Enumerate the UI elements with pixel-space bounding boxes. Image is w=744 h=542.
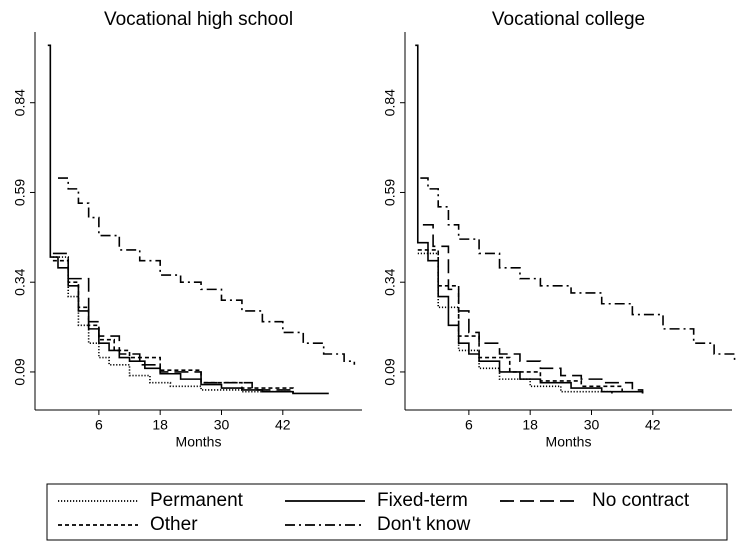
- survival-curve: [57, 177, 356, 365]
- legend-box: [46, 483, 728, 541]
- y-tick-label: 0.34: [382, 268, 398, 295]
- legend-label: Other: [150, 514, 198, 535]
- legend-label: Fixed-term: [377, 490, 468, 511]
- y-tick-label: 0.09: [382, 358, 398, 385]
- y-tick-label: 0.09: [12, 358, 28, 385]
- legend-label: Don't know: [377, 514, 471, 535]
- x-tick-label: 18: [152, 417, 168, 433]
- y-tick-label: 0.84: [382, 89, 398, 116]
- survival-curve: [417, 249, 623, 392]
- x-tick-label: 42: [275, 417, 291, 433]
- x-tick-label: 6: [95, 417, 103, 433]
- y-tick-label: 0.84: [12, 89, 28, 116]
- survival-curve: [52, 259, 294, 394]
- x-tick-label: 30: [584, 417, 600, 433]
- y-tick-label: 0.34: [12, 268, 28, 295]
- x-axis-label: Months: [546, 434, 592, 450]
- legend-label: Permanent: [150, 490, 244, 511]
- survival-curve: [47, 44, 329, 395]
- y-tick-label: 0.59: [12, 179, 28, 206]
- survival-curve: [52, 256, 294, 394]
- legend-label: No contract: [592, 490, 690, 511]
- survival-curve: [420, 177, 736, 362]
- survival-curve: [422, 223, 644, 394]
- survival-curve: [415, 44, 644, 394]
- x-tick-label: 42: [645, 417, 661, 433]
- y-tick-label: 0.59: [382, 179, 398, 206]
- chart-title: Vocational college: [492, 9, 645, 30]
- survival-curve: [52, 252, 294, 394]
- x-tick-label: 30: [214, 417, 230, 433]
- x-tick-label: 6: [465, 417, 473, 433]
- x-tick-label: 18: [522, 417, 538, 433]
- x-axis-label: Months: [176, 434, 222, 450]
- survival-curve: [417, 252, 613, 394]
- chart-title: Vocational high school: [104, 9, 293, 30]
